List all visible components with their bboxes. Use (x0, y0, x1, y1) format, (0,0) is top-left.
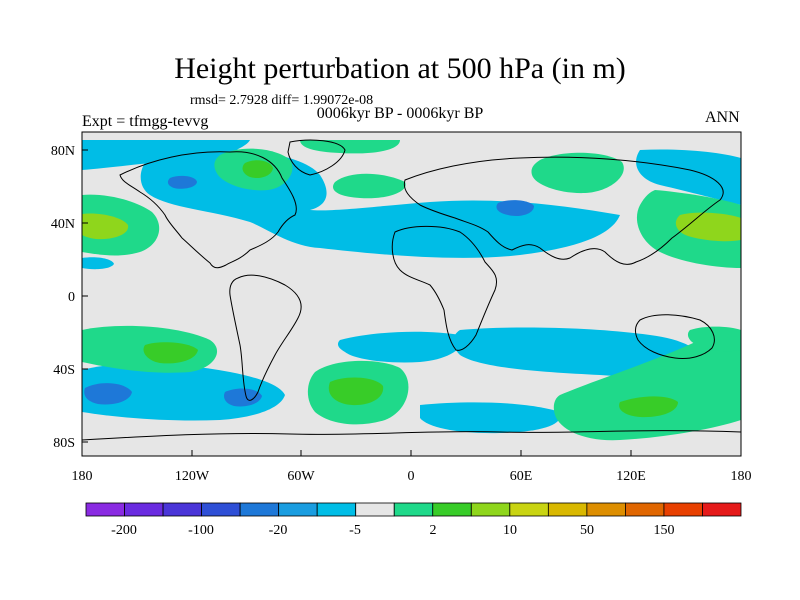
colorbar-swatch (162, 502, 202, 517)
colorbar-label: 50 (580, 523, 594, 538)
contour-positive-siberia (332, 173, 406, 199)
lat-axis: 80N 40N 0 40S 80S (51, 144, 88, 451)
coastlines (82, 139, 741, 441)
colorbar-swatch (702, 502, 742, 517)
lat-tick-label: 80N (51, 144, 75, 159)
lon-tick-label: 0 (408, 469, 415, 484)
contour-negative-sh-core (84, 383, 132, 405)
colorbar-swatch (124, 502, 164, 517)
lat-tick-label: 40S (53, 363, 75, 378)
coastline-australia (635, 314, 715, 359)
lon-tick: 60E (510, 450, 533, 484)
colorbar-swatch (393, 502, 434, 517)
contour-positive-south-pacific-core (143, 342, 198, 364)
contour-positive-asia (531, 152, 624, 194)
contour-positive-south-indian-core (619, 396, 678, 418)
colorbar-swatch (625, 502, 665, 517)
colorbar-swatch (470, 502, 511, 517)
contour-fields (82, 140, 741, 441)
colorbar-label: -200 (111, 523, 137, 538)
lat-tick-label: 40N (51, 217, 75, 232)
lon-tick-label: 120E (616, 469, 646, 484)
colorbar-label: -5 (349, 523, 361, 538)
contour-negative-small (82, 257, 114, 270)
contour-positive-nw-pacific-core (675, 212, 741, 242)
lon-tick: 60W (287, 450, 315, 484)
lon-tick-label: 180 (72, 469, 93, 484)
coastline-north-america (119, 151, 297, 269)
colorbar-swatch (432, 502, 472, 517)
coastline-antarctica (82, 430, 741, 441)
lon-tick: 0 (408, 450, 415, 484)
colorbar-label: 150 (654, 523, 675, 538)
contour-negative-sh-core (224, 388, 262, 407)
contour-positive-ne-pacific-core (82, 213, 129, 240)
colorbar-swatch (355, 502, 395, 517)
coastline-south-america (229, 274, 302, 401)
season-label: ANN (705, 109, 740, 126)
colorbar-swatch (201, 502, 241, 517)
lon-tick-label: 60W (287, 469, 315, 484)
colorbar-swatch (278, 502, 318, 517)
map-title: Height perturbation at 500 hPa (in m) (174, 52, 626, 85)
lat-tick-label: 80S (53, 436, 75, 451)
lon-tick: 120W (175, 450, 210, 484)
colorbar-label: 2 (430, 523, 437, 538)
stats-label: rmsd= 2.7928 diff= 1.99072e-08 (190, 93, 374, 108)
colorbar-label: -100 (188, 523, 214, 538)
contour-negative-arctic (82, 140, 250, 170)
experiment-label: Expt = tfmgg-tevvg (82, 113, 209, 130)
colorbar-swatch (663, 502, 703, 517)
lon-tick-label: 60E (510, 469, 533, 484)
contour-negative-southern (420, 402, 561, 434)
contour-negative-sh-band (82, 363, 285, 421)
lat-tick: 80S (53, 436, 88, 451)
lon-axis: 180 120W 60W 0 60E 120E 180 (72, 450, 752, 484)
contour-positive-canada-core (242, 160, 273, 178)
period-label: 0006kyr BP - 0006kyr BP (316, 105, 484, 122)
coastline-greenland (287, 139, 346, 176)
contour-negative-indian (453, 327, 703, 377)
coastline-eurasia (403, 156, 724, 265)
contour-negative-pacific (636, 149, 741, 205)
colorbar-swatch (509, 502, 549, 517)
colorbar-label: -20 (269, 523, 288, 538)
colorbar-labels: -200 -100 -20 -5 2 10 50 150 (111, 523, 674, 538)
contour-negative-nh-core (496, 200, 534, 216)
colorbar-swatch (239, 502, 280, 517)
contour-negative-south-atlantic (337, 331, 463, 363)
lat-tick-label: 0 (68, 290, 75, 305)
lon-tick: 120E (616, 450, 646, 484)
contour-positive-south-atlantic-core (328, 377, 384, 406)
contour-positive-greenland (300, 140, 400, 154)
lat-tick: 0 (68, 290, 88, 305)
lat-tick: 40S (53, 363, 88, 378)
lon-tick: 180 (72, 450, 93, 484)
lat-tick: 40N (51, 217, 88, 232)
colorbar-swatch (547, 502, 588, 517)
lat-tick: 80N (51, 144, 88, 159)
lon-tick-label: 120W (175, 469, 210, 484)
contour-negative-nh-core (167, 175, 197, 189)
colorbar-label: 10 (503, 523, 517, 538)
coastline-africa (391, 225, 498, 351)
lon-tick-label: 180 (731, 469, 752, 484)
colorbar-swatch (316, 502, 357, 517)
colorbar (85, 502, 742, 517)
map-plot-area (81, 131, 742, 457)
colorbar-swatch (85, 502, 125, 517)
lon-tick: 180 (731, 450, 752, 484)
colorbar-swatch (586, 502, 626, 517)
